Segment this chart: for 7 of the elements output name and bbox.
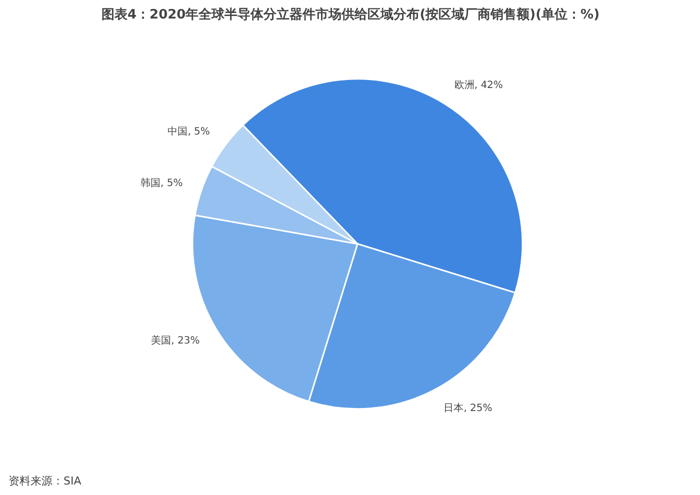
slice-label: 中国, 5% [168,125,210,138]
slice-label: 欧洲, 42% [454,78,503,91]
chart-title: 图表4：2020年全球半导体分立器件市场供给区域分布(按区域厂商销售额)(单位：%) [101,6,600,22]
slice-label: 日本, 25% [444,402,492,414]
text: 资料来源：SIA [8,474,82,488]
slice-label: 美国, 23% [151,334,200,346]
slice-label: 韩国, 5% [140,176,183,189]
